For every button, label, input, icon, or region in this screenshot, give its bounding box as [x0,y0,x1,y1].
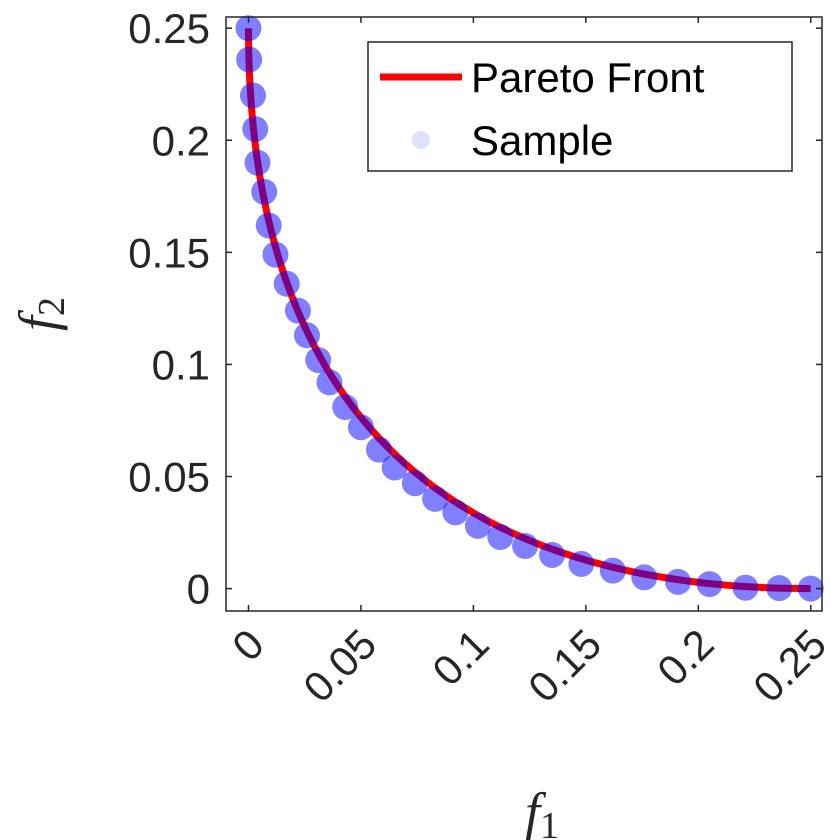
x-tick-label: 0.15 [519,620,610,711]
sample-point [244,149,271,176]
plot-frame [225,16,823,612]
sample-point [487,524,514,551]
sample-point [797,575,824,602]
sample-point [539,541,566,568]
sample-point [235,15,262,42]
x-tick-label: 0.25 [744,620,831,711]
y-axis-label-sub: 2 [31,297,73,316]
y-tick-label: 0.1 [152,341,210,388]
x-axis-label: f1 [525,782,559,840]
sample-point [284,297,311,324]
sample-point [365,436,392,463]
sample-point [381,454,408,481]
y-axis-label: f2 [8,297,73,331]
y-tick-label: 0.05 [128,454,210,501]
sample-point [293,322,320,349]
legend-swatch-marker [412,131,430,149]
sample-point [401,470,428,497]
sample-point [332,394,359,421]
legend-box [367,41,793,172]
sample-point [464,512,491,539]
sample-point [305,346,332,373]
x-tick-label: 0.2 [648,620,723,695]
sample-point [251,178,278,205]
sample-point [599,557,626,584]
y-tick-label: 0.15 [128,229,210,276]
sample-point [239,82,266,109]
sample-point [766,575,793,602]
sample-point [568,550,595,577]
sample-point [347,414,374,441]
sample-points-layer [235,15,824,602]
x-tick-label: 0.05 [294,620,385,711]
x-axis-label-sub: 1 [540,805,559,840]
x-tick-label: 0 [223,620,273,670]
sample-point [696,571,723,598]
sample-point [732,574,759,601]
sample-point [631,564,658,591]
legend: Pareto Front Sample [367,41,793,172]
sample-point [316,369,343,396]
legend-label: Sample [471,117,613,164]
y-tick-label: 0.2 [152,117,210,164]
sample-point [665,568,692,595]
y-tick-label: 0 [187,566,210,613]
axis-labels: f1 f2 [8,297,559,840]
sample-point [512,533,539,559]
sample-point [242,116,269,143]
x-tick-label: 0.1 [423,620,498,695]
y-tick-label: 0.25 [128,5,210,52]
sample-point [262,241,289,268]
sample-point [236,46,263,73]
sample-point [422,485,449,512]
legend-label: Pareto Front [471,54,705,101]
sample-point [255,212,282,239]
sample-point [273,270,300,297]
sample-point [442,499,469,526]
